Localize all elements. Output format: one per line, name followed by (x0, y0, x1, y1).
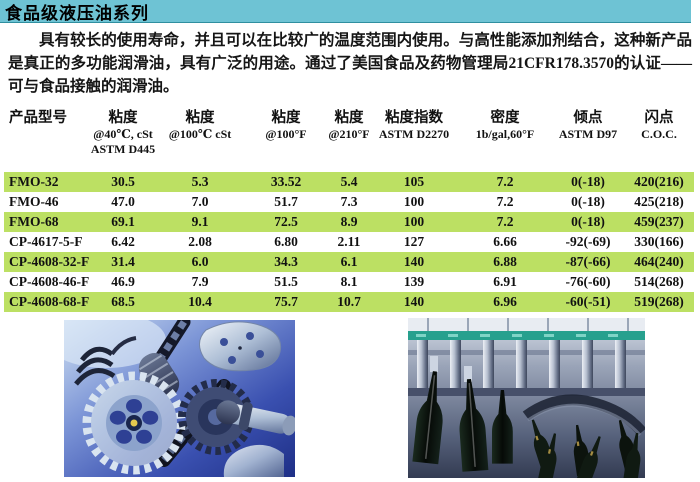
table-cell: 72.5 (274, 214, 298, 229)
table-cell: 30.5 (111, 174, 135, 189)
header-row: 产品型号 粘度 @40℃, cSt ASTM D445 粘度 @100℃ cSt… (4, 108, 694, 172)
column-header-viscosity-100c: 粘度 @100℃ cSt (168, 110, 232, 141)
table-cell: 100 (403, 194, 425, 209)
table-cell: 6.1 (340, 254, 358, 269)
machinery-gears-illustration (64, 320, 295, 477)
table-row: FMO-68 69.1 9.1 72.5 8.9 100 7.2 0(-18) … (4, 212, 694, 232)
table-cell: 2.08 (188, 234, 212, 249)
table-cell: 51.5 (274, 274, 298, 289)
table-cell: -87(-66) (565, 254, 611, 269)
table-cell: FMO-32 (9, 174, 59, 189)
column-header-density: 密度 1b/gal,60°F (475, 110, 535, 141)
table-cell: 69.1 (111, 214, 135, 229)
table-cell: 519(268) (634, 294, 684, 309)
table-cell: 31.4 (111, 254, 135, 269)
table-cell: 6.42 (111, 234, 135, 249)
table-cell: CP-4608-32-F (9, 254, 90, 269)
column-header-viscosity-100f: 粘度 @100°F (265, 110, 307, 141)
table-cell: 0(-18) (571, 214, 605, 229)
page-title: 食品级液压油系列 (5, 3, 149, 23)
table-cell: 9.1 (191, 214, 209, 229)
table-cell: 7.2 (496, 214, 514, 229)
table-cell: 140 (403, 254, 425, 269)
table-cell: 7.2 (496, 174, 514, 189)
column-header-viscosity-210f: 粘度 @210°F (328, 110, 370, 141)
table-cell: 105 (403, 174, 425, 189)
table-cell: 6.80 (274, 234, 298, 249)
column-header-viscosity-40c: 粘度 @40℃, cSt ASTM D445 (90, 110, 156, 156)
table-cell: 75.7 (274, 294, 298, 309)
table-cell: 6.0 (191, 254, 209, 269)
table-cell: 68.5 (111, 294, 135, 309)
machinery-gears-photo (64, 320, 295, 477)
table-cell: 34.3 (274, 254, 298, 269)
intro-paragraph: 具有较长的使用寿命，并且可以在比较广的温度范围内使用。与高性能添加剂结合，这种新… (8, 32, 692, 95)
table-cell: 139 (403, 274, 425, 289)
table-cell: -76(-60) (565, 274, 611, 289)
table-cell: 10.4 (188, 294, 212, 309)
table-cell: CP-4617-5-F (9, 234, 83, 249)
table-cell: -92(-69) (565, 234, 611, 249)
table-cell: 425(218) (634, 194, 684, 209)
table-cell: 420(216) (634, 174, 684, 189)
spec-table: 产品型号 粘度 @40℃, cSt ASTM D445 粘度 @100℃ cSt… (4, 108, 694, 312)
column-header-pour-point: 倾点 ASTM D97 (558, 110, 618, 141)
table-cell: CP-4608-46-F (9, 274, 90, 289)
table-cell: 51.7 (274, 194, 298, 209)
table-cell: 6.66 (493, 234, 517, 249)
table-cell: 8.9 (340, 214, 358, 229)
table-cell: 7.3 (340, 194, 358, 209)
table-cell: 127 (403, 234, 425, 249)
table-row: FMO-46 47.0 7.0 51.7 7.3 100 7.2 0(-18) … (4, 192, 694, 212)
table-cell: 330(166) (634, 234, 684, 249)
table-cell: 33.52 (270, 174, 302, 189)
table-cell: 6.96 (493, 294, 517, 309)
table-cell: 6.88 (493, 254, 517, 269)
table-cell: 0(-18) (571, 194, 605, 209)
table-cell: 464(240) (634, 254, 684, 269)
table-cell: 8.1 (340, 274, 358, 289)
table-cell: 140 (403, 294, 425, 309)
table-row: CP-4608-68-F 68.5 10.4 75.7 10.7 140 6.9… (4, 292, 694, 312)
page-title-bar: 食品级液压油系列 (0, 0, 691, 23)
table-cell: 10.7 (337, 294, 361, 309)
table-cell: 2.11 (337, 234, 361, 249)
column-header-viscosity-index: 粘度指数 ASTM D2270 (378, 110, 450, 141)
table-cell: 6.91 (493, 274, 517, 289)
table-cell: 5.3 (191, 174, 209, 189)
bottling-line-photo (408, 318, 645, 478)
table-row: FMO-32 30.5 5.3 33.52 5.4 105 7.2 0(-18)… (4, 172, 694, 192)
table-row: CP-4608-46-F 46.9 7.9 51.5 8.1 139 6.91 … (4, 272, 694, 292)
table-cell: 7.9 (191, 274, 209, 289)
table-cell: 100 (403, 214, 425, 229)
bottling-line-illustration (408, 318, 645, 478)
table-cell: 7.2 (496, 194, 514, 209)
table-cell: CP-4608-68-F (9, 294, 90, 309)
column-header-flash-point: 闪点 C.O.C. (641, 110, 677, 141)
table-cell: FMO-68 (9, 214, 59, 229)
table-cell: 7.0 (191, 194, 209, 209)
table-cell: 5.4 (340, 174, 358, 189)
table-cell: FMO-46 (9, 194, 59, 209)
table-row: CP-4617-5-F 6.42 2.08 6.80 2.11 127 6.66… (4, 232, 694, 252)
table-cell: 459(237) (634, 214, 684, 229)
table-cell: 47.0 (111, 194, 135, 209)
table-cell: -60(-51) (565, 294, 611, 309)
table-row: CP-4608-32-F 31.4 6.0 34.3 6.1 140 6.88 … (4, 252, 694, 272)
table-cell: 0(-18) (571, 174, 605, 189)
column-header-model: 产品型号 (9, 110, 67, 126)
table-cell: 514(268) (634, 274, 684, 289)
table-cell: 46.9 (111, 274, 135, 289)
